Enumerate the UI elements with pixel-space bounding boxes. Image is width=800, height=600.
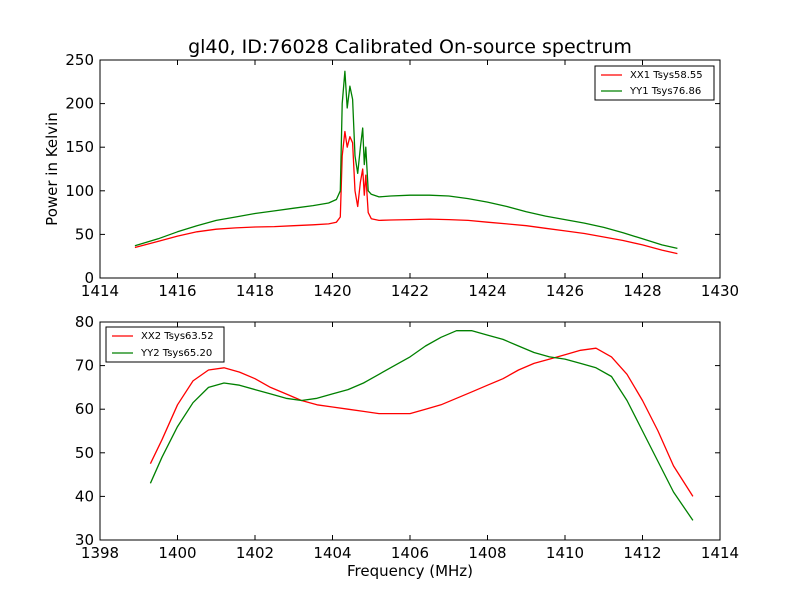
top-legend-label-xx1: XX1 Tsys58.55 <box>630 70 703 81</box>
top-x-tick-label: 1414 <box>81 282 119 300</box>
bottom-x-tick-label: 1398 <box>81 544 119 562</box>
bottom-y-tick-label: 40 <box>75 487 94 505</box>
top-x-tick-label: 1426 <box>546 282 584 300</box>
bottom-plot-legend: XX2 Tsys63.52 YY2 Tsys65.20 <box>105 326 225 363</box>
top-x-tick-label: 1422 <box>391 282 429 300</box>
top-series-line-yy <box>134 70 678 250</box>
top-legend-box <box>594 65 715 101</box>
bottom-x-tick-label: 1408 <box>468 544 506 562</box>
bottom-plot-series-layer <box>149 330 694 521</box>
top-y-tick-label: 250 <box>65 51 94 69</box>
bottom-x-tick-label: 1404 <box>313 544 351 562</box>
bottom-y-tick-label: 60 <box>75 400 94 418</box>
top-x-tick-label: 1418 <box>236 282 274 300</box>
bottom-plot-x-axis-label: Frequency (MHz) <box>347 562 473 580</box>
top-spectrum-plot: 1414 1416 1418 1420 1422 1424 1426 1428 1430 0 50 1… <box>43 51 739 300</box>
bottom-x-tick-label: 1412 <box>623 544 661 562</box>
top-plot-legend: XX1 Tsys58.55 YY1 Tsys76.86 <box>594 65 715 101</box>
bottom-spectrum-plot: 1398 1400 1402 1404 1406 1408 1410 1412 1414 30 40… <box>75 313 739 580</box>
top-x-tick-label: 1420 <box>313 282 351 300</box>
top-plot-ticks: 1414 1416 1418 1420 1422 1424 1426 1428 1430 0 50 1… <box>65 51 739 300</box>
top-y-tick-label: 100 <box>65 182 94 200</box>
top-y-tick-label: 50 <box>75 225 94 243</box>
bottom-y-tick-label: 80 <box>75 313 94 331</box>
top-x-tick-label: 1428 <box>623 282 661 300</box>
bottom-y-tick-label: 70 <box>75 357 94 375</box>
bottom-legend-label-xx2: XX2 Tsys63.52 <box>141 331 214 342</box>
bottom-plot-ticks: 1398 1400 1402 1404 1406 1408 1410 1412 1414 30 40… <box>75 313 739 562</box>
bottom-legend-label-yy2: YY2 Tsys65.20 <box>140 348 212 359</box>
top-plot-series-layer <box>134 70 678 255</box>
bottom-x-tick-label: 1414 <box>701 544 739 562</box>
bottom-x-tick-label: 1406 <box>391 544 429 562</box>
top-legend-label-yy1: YY1 Tsys76.86 <box>629 86 701 97</box>
bottom-x-tick-label: 1410 <box>546 544 584 562</box>
top-y-tick-label: 150 <box>65 138 94 156</box>
bottom-series-line-yy <box>149 330 694 521</box>
bottom-series-line-xx <box>149 347 694 497</box>
figure-title: gl40, ID:76028 Calibrated On-source spec… <box>188 36 632 58</box>
top-series-line-xx <box>134 130 678 255</box>
bottom-y-tick-label: 30 <box>75 531 94 549</box>
bottom-legend-box <box>105 326 225 363</box>
bottom-y-tick-label: 50 <box>75 444 94 462</box>
top-x-tick-label: 1424 <box>468 282 506 300</box>
bottom-x-tick-label: 1400 <box>158 544 196 562</box>
top-x-tick-label: 1430 <box>701 282 739 300</box>
bottom-x-tick-label: 1402 <box>236 544 274 562</box>
top-y-tick-label: 0 <box>84 269 94 287</box>
top-y-tick-label: 200 <box>65 95 94 113</box>
top-plot-y-axis-label: Power in Kelvin <box>43 112 61 226</box>
top-x-tick-label: 1416 <box>158 282 196 300</box>
